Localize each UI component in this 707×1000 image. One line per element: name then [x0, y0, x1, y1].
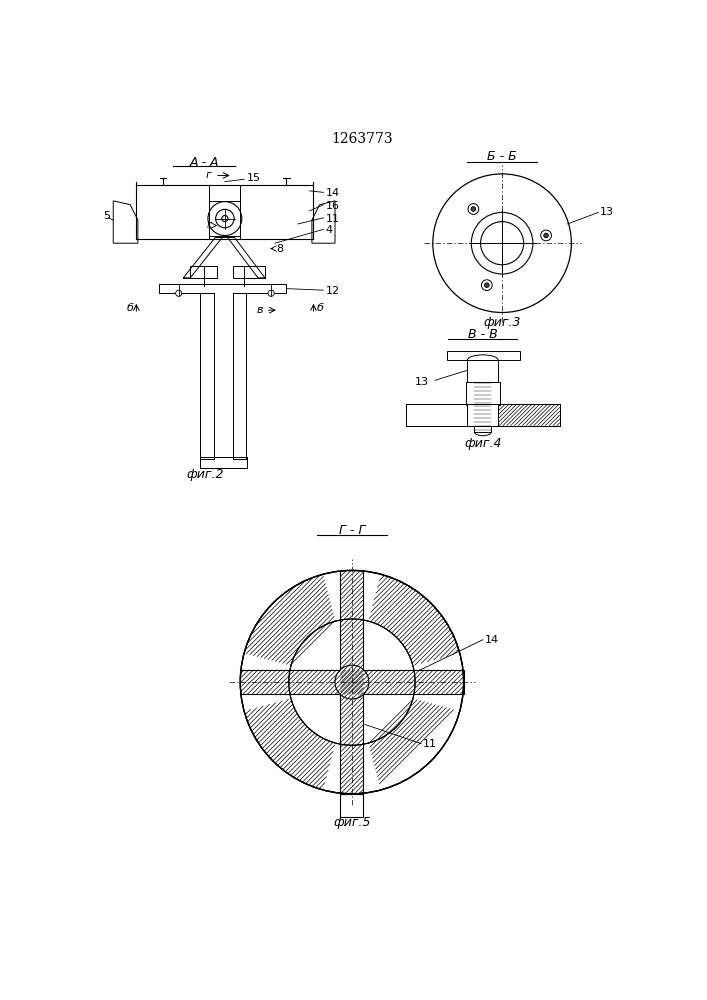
Bar [474, 382, 491, 432]
Bar [467, 404, 498, 426]
Circle shape [335, 665, 369, 699]
Text: г: г [206, 170, 212, 180]
Text: 14: 14 [484, 635, 498, 645]
Text: фиг.4: фиг.4 [464, 437, 501, 450]
Text: Г - Г: Г - Г [339, 524, 366, 537]
Text: в: в [257, 305, 264, 315]
Text: 13: 13 [415, 377, 429, 387]
Text: 11: 11 [423, 739, 437, 749]
Text: 14: 14 [326, 188, 340, 198]
Text: г: г [206, 220, 212, 230]
Circle shape [544, 233, 549, 238]
Circle shape [240, 570, 464, 794]
Text: А - А: А - А [189, 156, 219, 169]
Text: фиг.2: фиг.2 [187, 468, 224, 481]
Text: 11: 11 [326, 214, 340, 224]
Bar [467, 360, 498, 382]
Text: б: б [316, 303, 323, 313]
Text: Б - Б: Б - Б [487, 150, 517, 163]
Text: 13: 13 [600, 207, 614, 217]
Bar [209, 201, 240, 235]
Circle shape [268, 290, 274, 296]
Circle shape [481, 222, 524, 265]
Text: 5: 5 [104, 211, 110, 221]
Text: б: б [127, 303, 134, 313]
Circle shape [288, 619, 415, 745]
Text: 15: 15 [247, 173, 261, 183]
Text: 12: 12 [326, 286, 340, 296]
Text: фиг.5: фиг.5 [333, 816, 370, 829]
Circle shape [222, 215, 228, 222]
Circle shape [472, 212, 533, 274]
Bar [466, 382, 500, 405]
Circle shape [481, 280, 492, 291]
Circle shape [468, 204, 479, 214]
Text: 4: 4 [326, 225, 333, 235]
Bar [214, 293, 233, 459]
Circle shape [433, 174, 571, 312]
Circle shape [175, 290, 182, 296]
Circle shape [541, 230, 551, 241]
Circle shape [471, 207, 476, 211]
Text: В - В: В - В [468, 328, 498, 341]
Circle shape [216, 209, 234, 228]
Text: 16: 16 [326, 201, 340, 211]
Circle shape [484, 283, 489, 287]
Circle shape [208, 202, 242, 235]
Text: 1263773: 1263773 [331, 132, 393, 146]
Text: фиг.3: фиг.3 [484, 316, 521, 329]
Text: 8: 8 [276, 244, 284, 254]
